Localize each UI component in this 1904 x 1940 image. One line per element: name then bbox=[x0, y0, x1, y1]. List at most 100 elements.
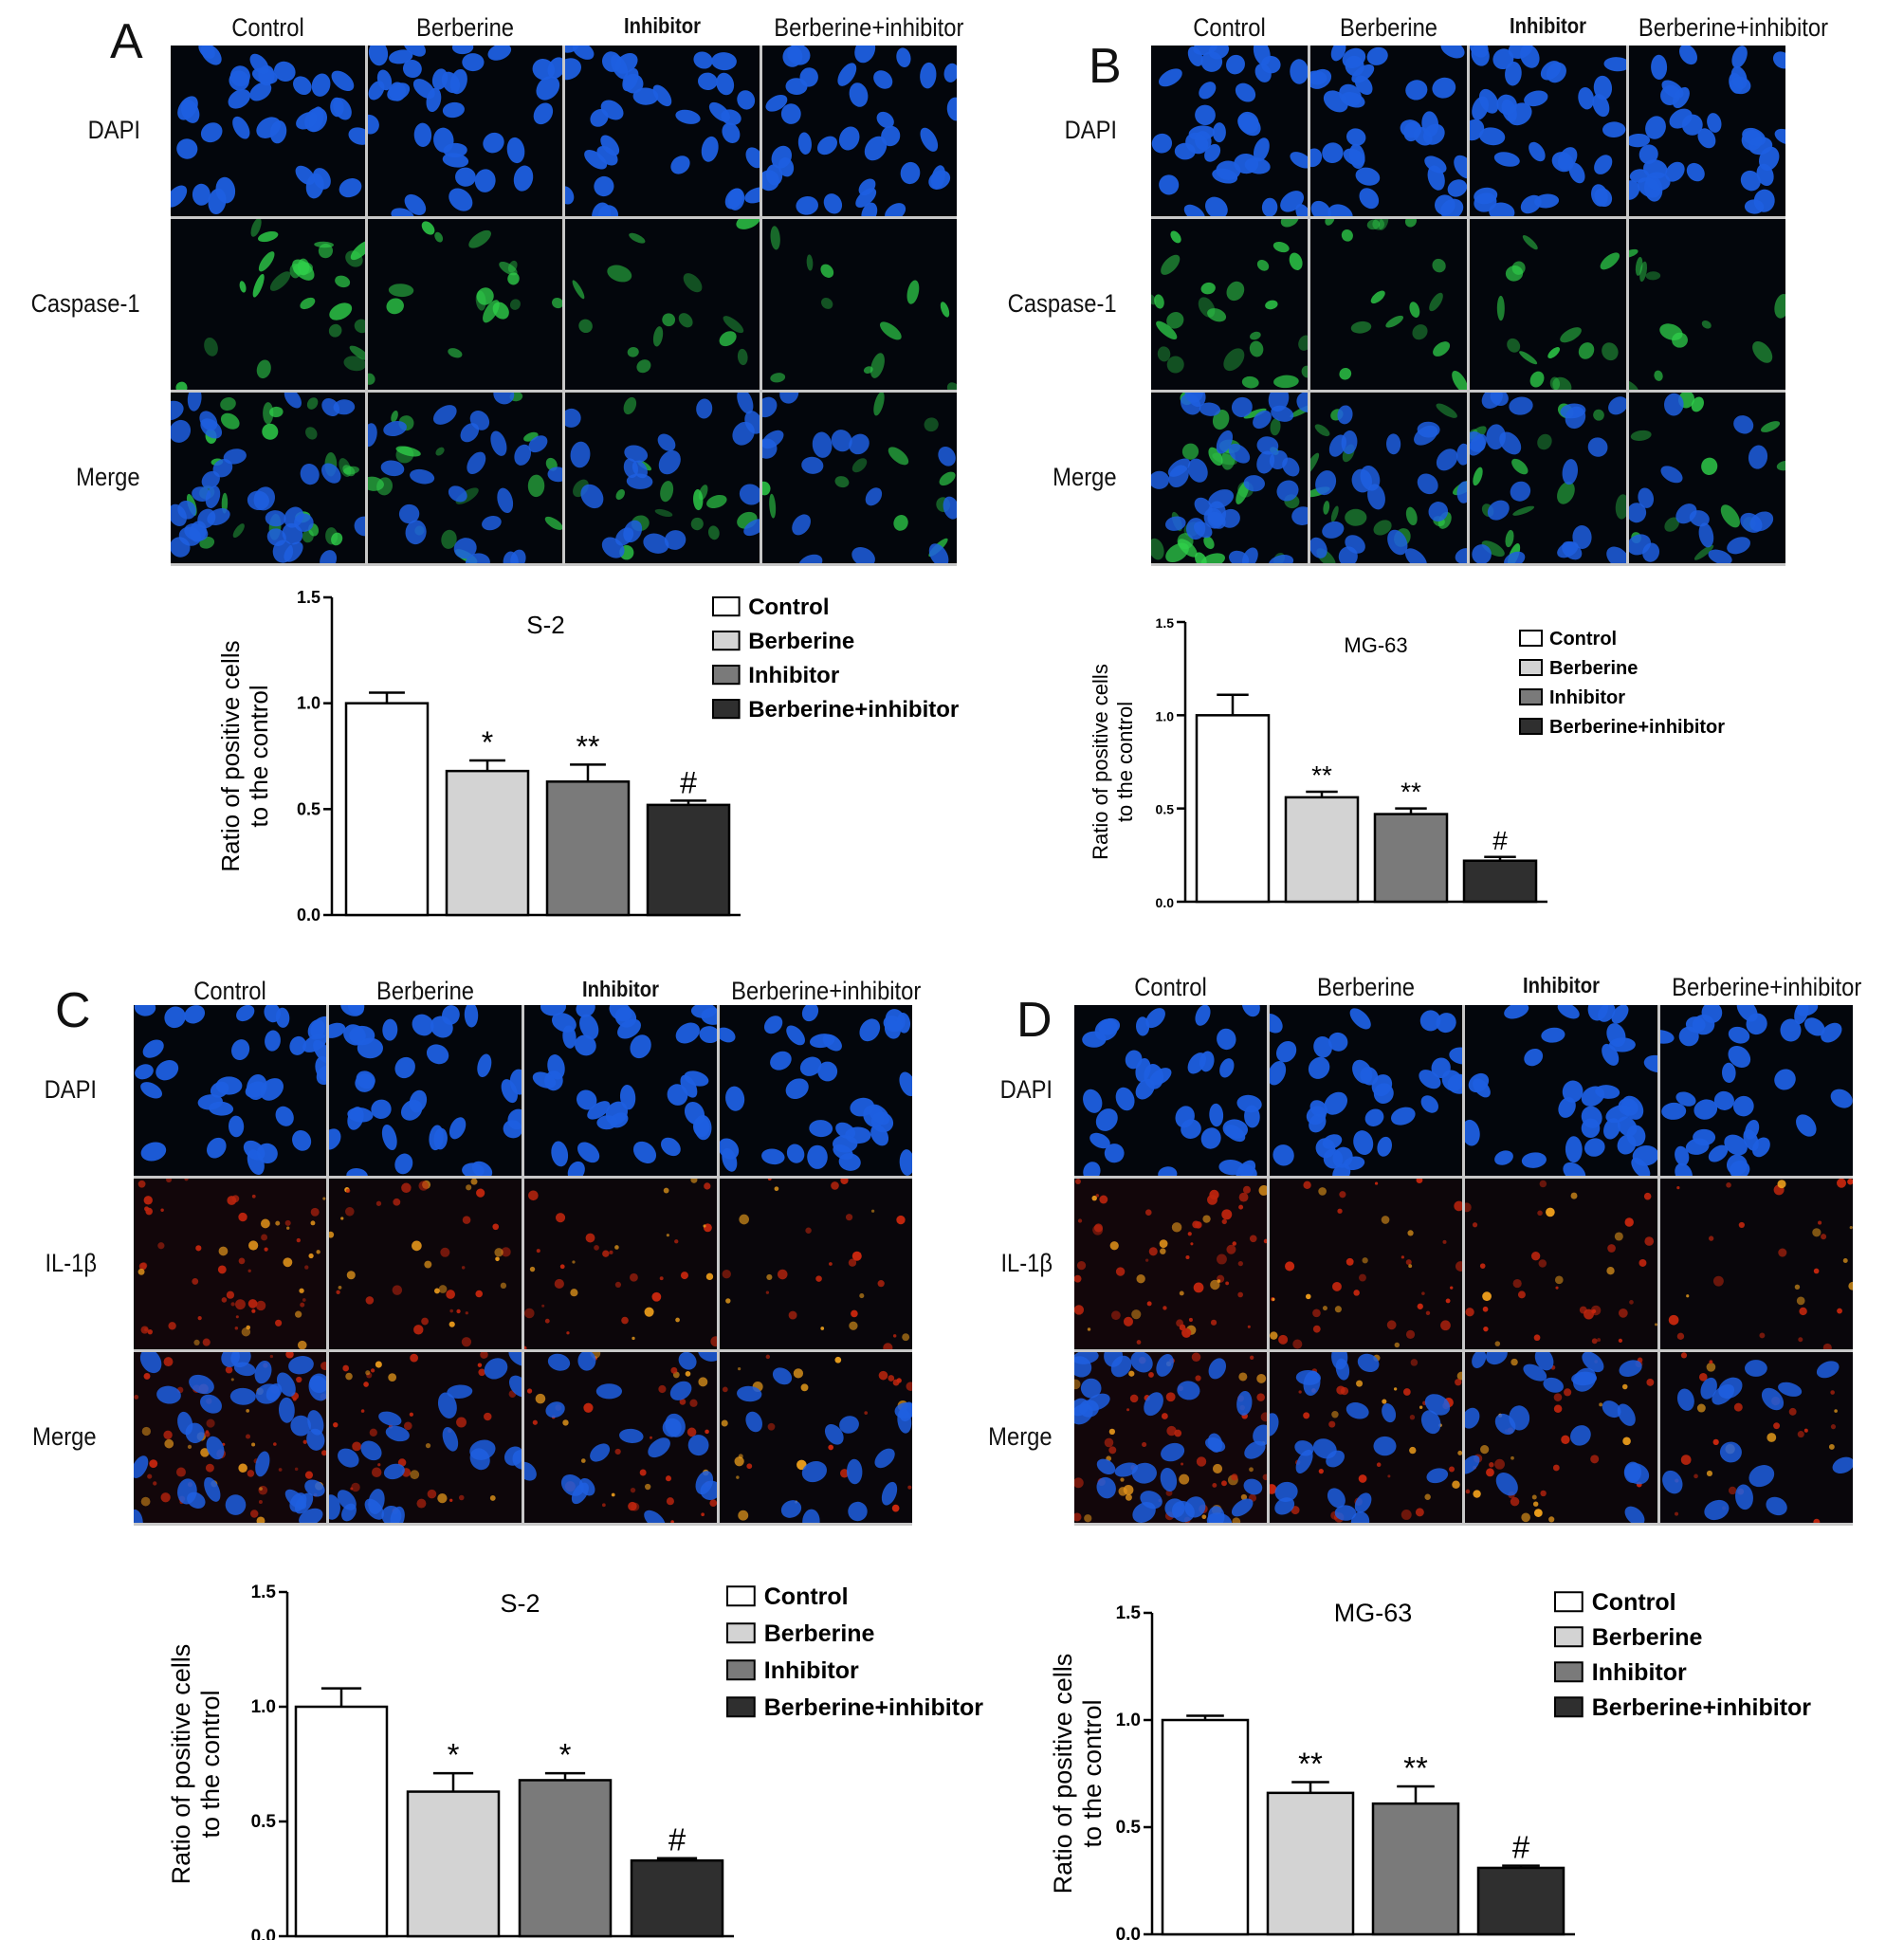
bar bbox=[1476, 1866, 1565, 1936]
bar bbox=[445, 769, 530, 917]
row-label: Merge bbox=[1053, 463, 1117, 491]
legend-swatch bbox=[712, 596, 741, 617]
legend-label: Berberine bbox=[748, 629, 854, 654]
legend-swatch bbox=[1554, 1696, 1584, 1718]
y-tick-label: 0.0 bbox=[251, 1927, 276, 1940]
legend-label: Control bbox=[748, 595, 829, 620]
chart-title: S-2 bbox=[500, 1589, 540, 1618]
legend-swatch bbox=[726, 1622, 756, 1644]
legend-label: Inhibitor bbox=[748, 663, 839, 688]
micrograph-tile bbox=[565, 219, 760, 390]
legend-swatch bbox=[726, 1585, 756, 1607]
micrograph-tile bbox=[1074, 1352, 1267, 1523]
micrograph-tile bbox=[368, 219, 562, 390]
bar bbox=[630, 1858, 724, 1938]
row-label: IL-1β bbox=[45, 1249, 97, 1277]
significance-label: # bbox=[1492, 826, 1508, 855]
y-axis-label: to the control bbox=[245, 685, 273, 827]
micrograph-tile bbox=[1465, 1005, 1657, 1176]
row-label: DAPI bbox=[1064, 116, 1117, 144]
y-tick-label: 0.5 bbox=[251, 1812, 277, 1832]
legend-swatch bbox=[1519, 718, 1543, 735]
legend-swatch bbox=[726, 1659, 756, 1681]
micrograph-tile bbox=[1270, 1352, 1462, 1523]
row-label: IL-1β bbox=[1000, 1249, 1053, 1277]
legend-label: Control bbox=[1549, 629, 1617, 650]
micrograph-tile bbox=[134, 1179, 326, 1349]
y-tick-label: 0.5 bbox=[1116, 1818, 1142, 1838]
y-axis-label: Ratio of positive cells bbox=[216, 640, 245, 871]
micrograph-grid bbox=[171, 46, 957, 566]
y-tick-label: 0.0 bbox=[297, 906, 320, 924]
bar-chart: 0.0 0.5 1.0 1.5 Ratio of positive cells to th… bbox=[167, 1583, 983, 1940]
legend-swatch bbox=[1519, 659, 1543, 676]
chart-title: MG-63 bbox=[1344, 633, 1407, 657]
legend-swatch bbox=[712, 631, 741, 651]
bar-chart: 0.0 0.5 1.0 1.5 Ratio of positive cells to th… bbox=[216, 588, 959, 924]
legend-label: Berberine bbox=[1549, 658, 1638, 679]
y-axis-label: Ratio of positive cells bbox=[1089, 664, 1112, 860]
legend-label: Control bbox=[1592, 1589, 1676, 1616]
micrograph-tile bbox=[762, 46, 957, 216]
micrograph-tile bbox=[134, 1005, 326, 1176]
legend-swatch bbox=[726, 1696, 756, 1718]
column-label: Berberine bbox=[1339, 13, 1438, 42]
micrograph-tile bbox=[762, 393, 957, 563]
panel-letter: A bbox=[110, 14, 143, 69]
micrograph-tile bbox=[524, 1005, 717, 1176]
legend-label: Berberine+inhibitor bbox=[748, 697, 959, 723]
micrograph-tile bbox=[720, 1179, 912, 1349]
significance-label: ** bbox=[1311, 760, 1332, 790]
column-label: Control bbox=[231, 13, 304, 42]
y-tick-label: 1.5 bbox=[1156, 615, 1175, 631]
column-label: Control bbox=[1193, 13, 1266, 42]
column-label: Control bbox=[193, 977, 266, 1005]
micrograph-tile bbox=[1310, 46, 1467, 216]
significance-label: ** bbox=[1298, 1747, 1323, 1782]
micrograph-tile bbox=[1660, 1352, 1853, 1523]
legend-label: Inhibitor bbox=[1549, 687, 1625, 708]
micrograph-grid bbox=[1151, 46, 1785, 566]
row-label: Merge bbox=[988, 1422, 1053, 1451]
micrograph-tile bbox=[1151, 393, 1308, 563]
y-tick-label: 1.0 bbox=[251, 1697, 276, 1717]
significance-label: # bbox=[668, 1822, 687, 1858]
micrograph-tile bbox=[1151, 46, 1308, 216]
micrograph-tile bbox=[1074, 1179, 1267, 1349]
y-tick-label: 1.0 bbox=[297, 694, 320, 713]
significance-label: ** bbox=[1403, 1750, 1428, 1785]
significance-label: # bbox=[1512, 1830, 1530, 1865]
micrograph-tile bbox=[524, 1179, 717, 1349]
micrograph-tile bbox=[1470, 393, 1626, 563]
row-label: Merge bbox=[76, 463, 140, 491]
micrograph-tile bbox=[720, 1352, 912, 1523]
row-label: Caspase-1 bbox=[1008, 289, 1117, 318]
bar bbox=[1284, 796, 1360, 904]
column-label: Berberine+inhibitor bbox=[731, 977, 922, 1005]
legend-label: Berberine bbox=[764, 1620, 875, 1647]
micrograph-tile bbox=[762, 219, 957, 390]
column-label: Inhibitor bbox=[582, 977, 659, 1001]
micrograph-grid bbox=[1074, 1005, 1853, 1526]
significance-label: * bbox=[482, 725, 493, 760]
panel-letter: D bbox=[1016, 993, 1053, 1048]
micrograph-tile bbox=[1310, 219, 1467, 390]
y-tick-label: 0.5 bbox=[297, 799, 320, 818]
bar bbox=[1462, 859, 1538, 904]
legend-swatch bbox=[1554, 1591, 1584, 1613]
y-tick-label: 1.0 bbox=[1156, 708, 1175, 723]
micrograph-tile bbox=[565, 46, 760, 216]
legend-swatch bbox=[712, 665, 741, 686]
bar bbox=[545, 780, 631, 917]
y-axis-label: to the control bbox=[1078, 1699, 1107, 1847]
micrograph-grid bbox=[134, 1005, 912, 1526]
bar bbox=[518, 1779, 613, 1938]
micrograph-tile bbox=[1629, 46, 1785, 216]
micrograph-tile bbox=[1629, 219, 1785, 390]
y-axis-label: Ratio of positive cells bbox=[1049, 1654, 1077, 1894]
y-tick-label: 0.0 bbox=[1116, 1925, 1141, 1940]
bar bbox=[406, 1790, 501, 1938]
y-axis-label: to the control bbox=[196, 1690, 225, 1838]
panel-letter: C bbox=[55, 983, 91, 1038]
